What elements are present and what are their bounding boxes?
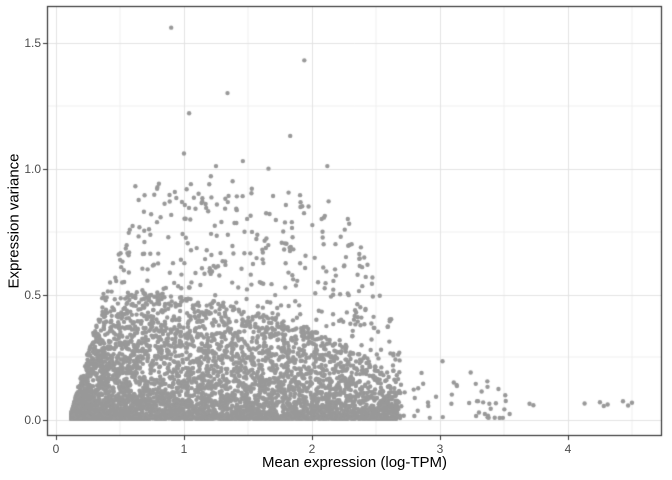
- x-tick-label-2: 2: [308, 442, 316, 456]
- x-tick-label-1: 1: [180, 442, 188, 456]
- x-axis-title: Mean expression (log-TPM): [261, 454, 448, 471]
- x-tick-label-0: 0: [52, 442, 60, 456]
- y-tick-label-1.5: 1.5: [24, 35, 41, 50]
- x-tick-label-4: 4: [564, 442, 572, 456]
- y-tick-label-0.0: 0.0: [24, 413, 41, 428]
- x-tick-label-3: 3: [436, 442, 444, 456]
- y-tick-label-0.5: 0.5: [24, 287, 41, 302]
- y-tick-label-1.0: 1.0: [24, 161, 41, 176]
